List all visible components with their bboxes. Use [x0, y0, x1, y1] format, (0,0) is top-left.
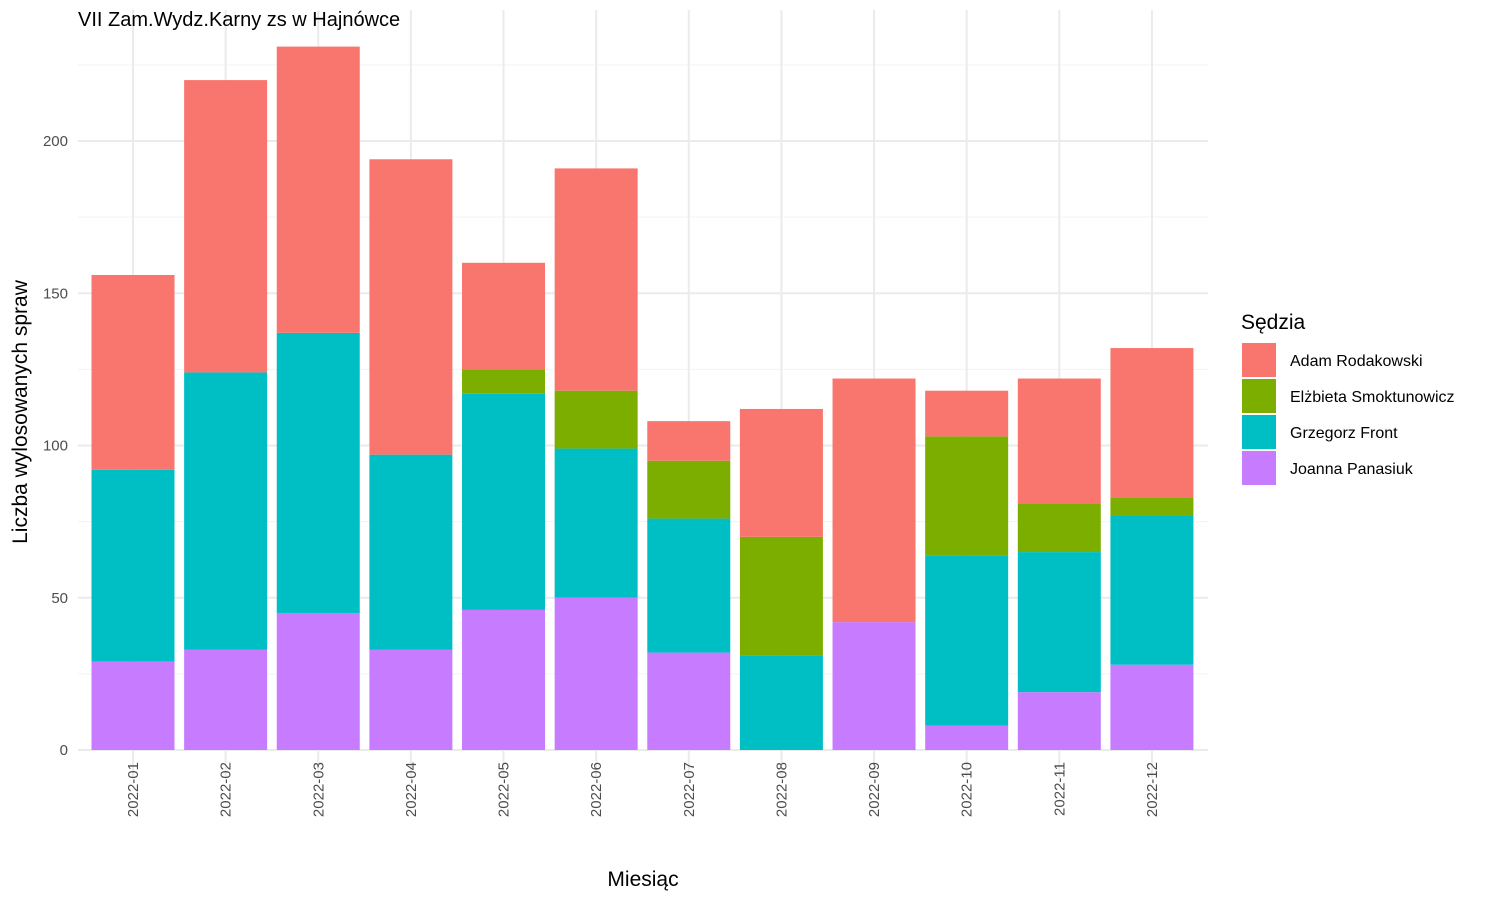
y-axis-ticks: 0 50 100 150 200 [43, 133, 68, 759]
y-tick-label: 200 [43, 133, 68, 150]
legend: Sędzia Adam Rodakowski Elżbieta Smoktunow… [1241, 311, 1455, 485]
bar-segment [462, 369, 546, 394]
x-tick-label: 2022-02 [218, 762, 235, 817]
bar-segment [647, 518, 731, 653]
chart-title: VII Zam.Wydz.Karny zs w Hajnówce [78, 9, 400, 31]
bar-segment [462, 262, 546, 370]
x-tick-label: 2022-06 [588, 762, 605, 817]
bar-segment [184, 649, 268, 750]
legend-key [1242, 415, 1276, 449]
x-axis-title: Miesiąc [607, 868, 678, 891]
y-tick-label: 50 [51, 590, 68, 607]
bar-segment [1110, 664, 1194, 750]
bar-segment [832, 378, 916, 623]
bar-segment [276, 46, 360, 333]
bars [91, 46, 1194, 750]
x-tick-label: 2022-09 [866, 762, 883, 817]
y-tick-label: 0 [60, 742, 68, 759]
legend-key [1242, 451, 1276, 485]
y-axis-title: Liczba wylosowanych spraw [9, 279, 32, 544]
bar-segment [276, 612, 360, 750]
x-axis-ticks: 2022-01 2022-02 2022-03 2022-04 2022-05 2022-… [125, 762, 1161, 817]
bar-segment [925, 436, 1009, 556]
x-tick-label: 2022-12 [1144, 762, 1161, 817]
bar-segment [925, 390, 1009, 437]
x-tick-label: 2022-05 [496, 762, 513, 817]
legend-label: Adam Rodakowski [1290, 353, 1423, 370]
bar-segment [276, 332, 360, 613]
bar-segment [1017, 692, 1101, 750]
legend-label: Joanna Panasiuk [1290, 461, 1414, 478]
bar-segment [1110, 348, 1194, 498]
bar-segment [647, 460, 731, 519]
bar-segment [91, 274, 175, 470]
bar-segment [739, 408, 823, 537]
legend-key [1242, 379, 1276, 413]
bar-segment [647, 652, 731, 750]
x-tick-label: 2022-07 [681, 762, 698, 817]
bar-segment [369, 159, 453, 455]
legend-label: Grzegorz Front [1290, 425, 1398, 442]
bar-segment [462, 393, 546, 610]
bar-segment [369, 454, 453, 650]
bar-segment [462, 609, 546, 750]
bar-segment [554, 390, 638, 449]
x-tick-label: 2022-08 [773, 762, 790, 817]
legend-title: Sędzia [1241, 311, 1306, 334]
legend-label: Elżbieta Smoktunowicz [1290, 389, 1455, 406]
x-tick-label: 2022-04 [403, 762, 420, 817]
legend-key [1242, 343, 1276, 377]
legend-items: Adam Rodakowski Elżbieta Smoktunowicz Grze… [1242, 343, 1455, 485]
x-tick-label: 2022-11 [1051, 762, 1068, 816]
x-tick-label: 2022-10 [959, 762, 976, 817]
bar-segment [369, 649, 453, 750]
bar-segment [184, 80, 268, 373]
bar-segment [832, 622, 916, 750]
bar-segment [739, 655, 823, 750]
bar-segment [739, 536, 823, 656]
x-tick-label: 2022-03 [310, 762, 327, 817]
bar-segment [1110, 515, 1194, 665]
bar-segment [1110, 497, 1194, 516]
bar-segment [554, 448, 638, 598]
bar-segment [554, 168, 638, 391]
y-tick-label: 100 [43, 438, 68, 455]
y-tick-label: 150 [43, 285, 68, 302]
bar-segment [554, 597, 638, 750]
bar-segment [184, 372, 268, 650]
bar-segment [1017, 378, 1101, 504]
bar-segment [91, 469, 175, 662]
bar-segment [91, 661, 175, 750]
bar-segment [1017, 503, 1101, 553]
bar-segment [925, 555, 1009, 726]
bar-segment [1017, 552, 1101, 693]
x-tick-label: 2022-01 [125, 762, 142, 817]
bar-segment [647, 421, 731, 461]
bar-segment [925, 725, 1009, 750]
